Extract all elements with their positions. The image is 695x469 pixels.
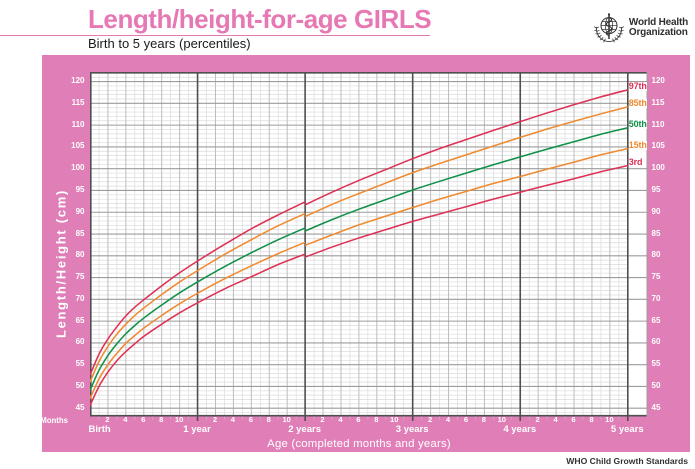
y-tick-right-45: 45 (651, 402, 661, 412)
who-logo-line2: Organization (628, 27, 688, 38)
who-logo-line1: World Health (628, 17, 688, 29)
month-tick-46: 10 (497, 414, 507, 424)
y-tick-left-80: 80 (75, 250, 85, 260)
month-tick-50: 2 (535, 414, 540, 424)
month-tick-20: 8 (266, 414, 271, 424)
y-tick-left-85: 85 (75, 228, 85, 238)
curve-15th (304, 147, 628, 246)
y-tick-right-65: 65 (651, 315, 661, 325)
month-tick-30: 6 (356, 414, 361, 424)
percentile-label-3rd: 3rd (628, 157, 643, 168)
y-tick-right-105: 105 (651, 141, 665, 151)
y-tick-left-65: 65 (75, 315, 85, 325)
month-tick-26: 2 (320, 414, 325, 424)
y-tick-right-50: 50 (651, 380, 661, 390)
y-tick-right-100: 100 (651, 163, 665, 173)
y-tick-left-100: 100 (71, 163, 85, 173)
curve-85th (89, 212, 305, 382)
y-tick-right-120: 120 (651, 76, 665, 86)
percentile-label-97th: 97th (628, 81, 647, 92)
month-tick-38: 2 (427, 414, 433, 424)
y-tick-left-120: 120 (71, 76, 85, 86)
y-tick-right-80: 80 (651, 250, 661, 260)
month-tick-56: 8 (589, 414, 594, 424)
month-tick-52: 4 (553, 414, 558, 424)
y-tick-left-115: 115 (71, 97, 85, 107)
month-tick-18: 6 (248, 414, 253, 424)
who-emblem-icon (593, 13, 624, 43)
month-tick-40: 4 (445, 414, 451, 424)
month-tick-10: 10 (174, 414, 184, 424)
month-tick-8: 8 (159, 414, 164, 424)
year-label-48: 4 years (503, 424, 537, 435)
y-tick-right-85: 85 (651, 228, 661, 238)
month-tick-14: 2 (212, 414, 218, 424)
month-tick-16: 4 (230, 414, 236, 424)
y-tick-left-110: 110 (71, 119, 85, 129)
who-logo: World Health Organization (592, 12, 688, 44)
month-tick-44: 8 (481, 414, 486, 424)
y-tick-left-60: 60 (75, 337, 85, 347)
y-tick-left-105: 105 (71, 141, 85, 151)
footer-text: WHO Child Growth Standards (566, 456, 688, 466)
curve-50th (89, 226, 305, 391)
month-tick-6: 6 (141, 414, 146, 424)
title-underline (0, 34, 430, 36)
page-subtitle: Birth to 5 years (percentiles) (88, 36, 251, 51)
y-tick-right-95: 95 (651, 184, 661, 194)
year-label-12: 1 year (183, 424, 211, 435)
month-tick-4: 4 (123, 414, 128, 424)
curve-3rd (304, 164, 628, 258)
page-title: Length/height-for-age GIRLS (88, 4, 432, 34)
year-label-36: 3 years (395, 424, 429, 435)
curve-3rd (89, 252, 305, 406)
month-tick-54: 6 (571, 414, 576, 424)
month-tick-42: 6 (463, 414, 469, 424)
y-tick-right-55: 55 (651, 359, 661, 369)
percentile-label-85th: 85th (628, 98, 647, 109)
year-label-60: 5 years (610, 424, 644, 435)
curve-50th (304, 126, 628, 232)
x-axis-title: Age (completed months and years) (267, 438, 451, 450)
month-tick-32: 8 (374, 414, 379, 424)
y-tick-right-110: 110 (651, 119, 665, 129)
y-tick-right-115: 115 (651, 97, 665, 107)
curve-97th (304, 88, 628, 206)
curve-85th (304, 105, 628, 217)
who-logo-text: World Health Organization (629, 18, 688, 37)
plot-area (89, 71, 647, 421)
curve-97th (89, 200, 305, 375)
y-tick-left-75: 75 (75, 272, 85, 282)
month-tick-2: 2 (105, 414, 110, 424)
y-tick-left-45: 45 (75, 402, 85, 412)
y-tick-left-55: 55 (75, 359, 85, 369)
month-tick-34: 10 (390, 414, 399, 424)
percentile-label-50th: 50th (628, 119, 647, 130)
y-tick-left-95: 95 (75, 184, 85, 194)
y-tick-right-90: 90 (651, 206, 661, 216)
month-tick-22: 10 (282, 414, 291, 424)
months-row-label: Months (40, 416, 68, 425)
month-tick-58: 10 (605, 414, 614, 424)
y-tick-left-50: 50 (75, 380, 85, 390)
y-tick-left-70: 70 (75, 293, 85, 303)
y-tick-right-75: 75 (651, 272, 661, 282)
percentile-label-15th: 15th (628, 140, 647, 151)
y-tick-right-60: 60 (651, 337, 661, 347)
year-label-0: Birth (88, 424, 111, 435)
curve-15th (89, 241, 305, 399)
y-tick-left-90: 90 (75, 206, 85, 216)
month-tick-28: 4 (338, 414, 343, 424)
year-label-24: 2 years (288, 424, 321, 435)
y-tick-right-70: 70 (651, 293, 661, 303)
